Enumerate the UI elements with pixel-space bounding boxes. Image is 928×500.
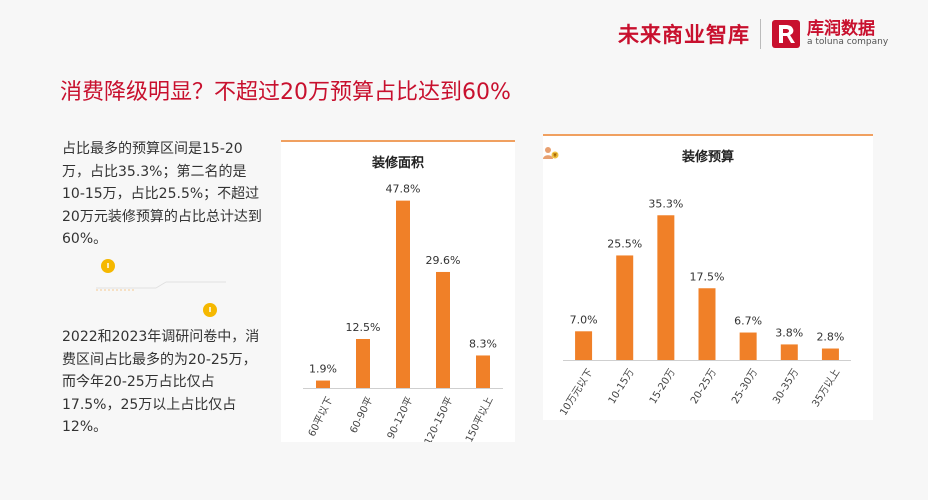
chart-title-budget-inner: ¥ 装修预算 bbox=[543, 146, 734, 165]
x-tick-label: 150平以上 bbox=[463, 395, 495, 442]
money-person-icon: ¥ bbox=[543, 147, 559, 159]
x-tick-label: 15-20万 bbox=[648, 367, 678, 406]
chart-budget-svg: 7.0% 10万元以下 25.5% 10-15万 35.3% 15-20万 17.5% 20-… bbox=[558, 197, 851, 418]
brand-right: 库润数据 a toluna company bbox=[771, 19, 888, 49]
x-tick-label: 30-35万 bbox=[771, 367, 801, 406]
brand-right-sub: a toluna company bbox=[807, 37, 889, 48]
data-label: 8.3% bbox=[469, 337, 497, 350]
data-label: 47.8% bbox=[386, 183, 421, 196]
data-label: 6.7% bbox=[734, 315, 762, 328]
data-label: 1.9% bbox=[309, 363, 337, 376]
paragraph-budget-summary: 占比最多的预算区间是15-20万，占比35.3%；第二名的是10-15万，占比2… bbox=[62, 141, 262, 247]
chart-panel-budget: ¥ 装修预算 7.0% 10万元以下 25.5% 10-15万 35.3% 15-20万 1… bbox=[543, 134, 873, 420]
bar bbox=[436, 271, 450, 388]
bar bbox=[739, 332, 757, 360]
bar bbox=[616, 255, 634, 360]
x-tick-label: 10-15万 bbox=[607, 367, 637, 406]
x-tick-label: 20-25万 bbox=[689, 367, 719, 406]
data-label: 7.0% bbox=[570, 313, 598, 326]
page-title: 消费降级明显？不超过20万预算占比达到60% bbox=[60, 80, 511, 105]
bar bbox=[396, 200, 410, 388]
data-label: 25.5% bbox=[607, 237, 642, 250]
bar bbox=[780, 344, 798, 360]
data-label: 3.8% bbox=[775, 326, 803, 339]
paragraph-yearly-comparison: 2022和2023年调研问卷中，消费区间占比最多的为20-25万，而今年20-2… bbox=[62, 329, 260, 435]
x-tick-label: 10万元以下 bbox=[558, 367, 595, 418]
bar bbox=[316, 380, 330, 388]
bar bbox=[356, 339, 370, 388]
x-tick-label: 35万以上 bbox=[810, 367, 843, 410]
data-label: 29.6% bbox=[426, 254, 461, 267]
x-tick-label: 60-90平 bbox=[348, 395, 375, 435]
brand-logo-icon bbox=[772, 20, 800, 48]
svg-text:¥: ¥ bbox=[553, 153, 557, 159]
data-label: 35.3% bbox=[648, 197, 683, 210]
brand-header: 未来商业智库 库润数据 a toluna company bbox=[618, 14, 914, 54]
data-label: 12.5% bbox=[346, 321, 381, 334]
bar bbox=[657, 215, 675, 360]
data-label: 17.5% bbox=[690, 270, 725, 283]
chart-area-svg: 1.9% 60平以下 12.5% 60-90平 47.8% 90-120平 29.6% 120… bbox=[303, 183, 503, 442]
chart-title-budget: 装修预算 bbox=[681, 150, 734, 165]
bar bbox=[821, 348, 839, 360]
x-tick-label: 90-120平 bbox=[386, 395, 416, 441]
timeline-decoration bbox=[96, 259, 226, 317]
x-tick-label: 120-150平 bbox=[423, 395, 456, 442]
bar bbox=[698, 288, 716, 360]
brand-right-name: 库润数据 bbox=[807, 18, 875, 39]
chart-panel-area: 装修面积 1.9% 60平以下 12.5% 60-90平 47.8% 90-120平 29.… bbox=[281, 140, 515, 442]
chart-title-area: 装修面积 bbox=[371, 156, 424, 171]
chart-title-budget-wrap: ¥ 装修预算 bbox=[543, 146, 873, 165]
x-tick-label: 25-30万 bbox=[730, 367, 760, 406]
bar bbox=[575, 331, 593, 360]
brand-left-name: 未来商业智库 bbox=[618, 19, 761, 49]
data-label: 2.8% bbox=[816, 331, 844, 344]
brand-name: 库润数据 a toluna company bbox=[807, 20, 888, 49]
x-tick-label: 60平以下 bbox=[307, 395, 336, 438]
bar bbox=[476, 355, 490, 388]
